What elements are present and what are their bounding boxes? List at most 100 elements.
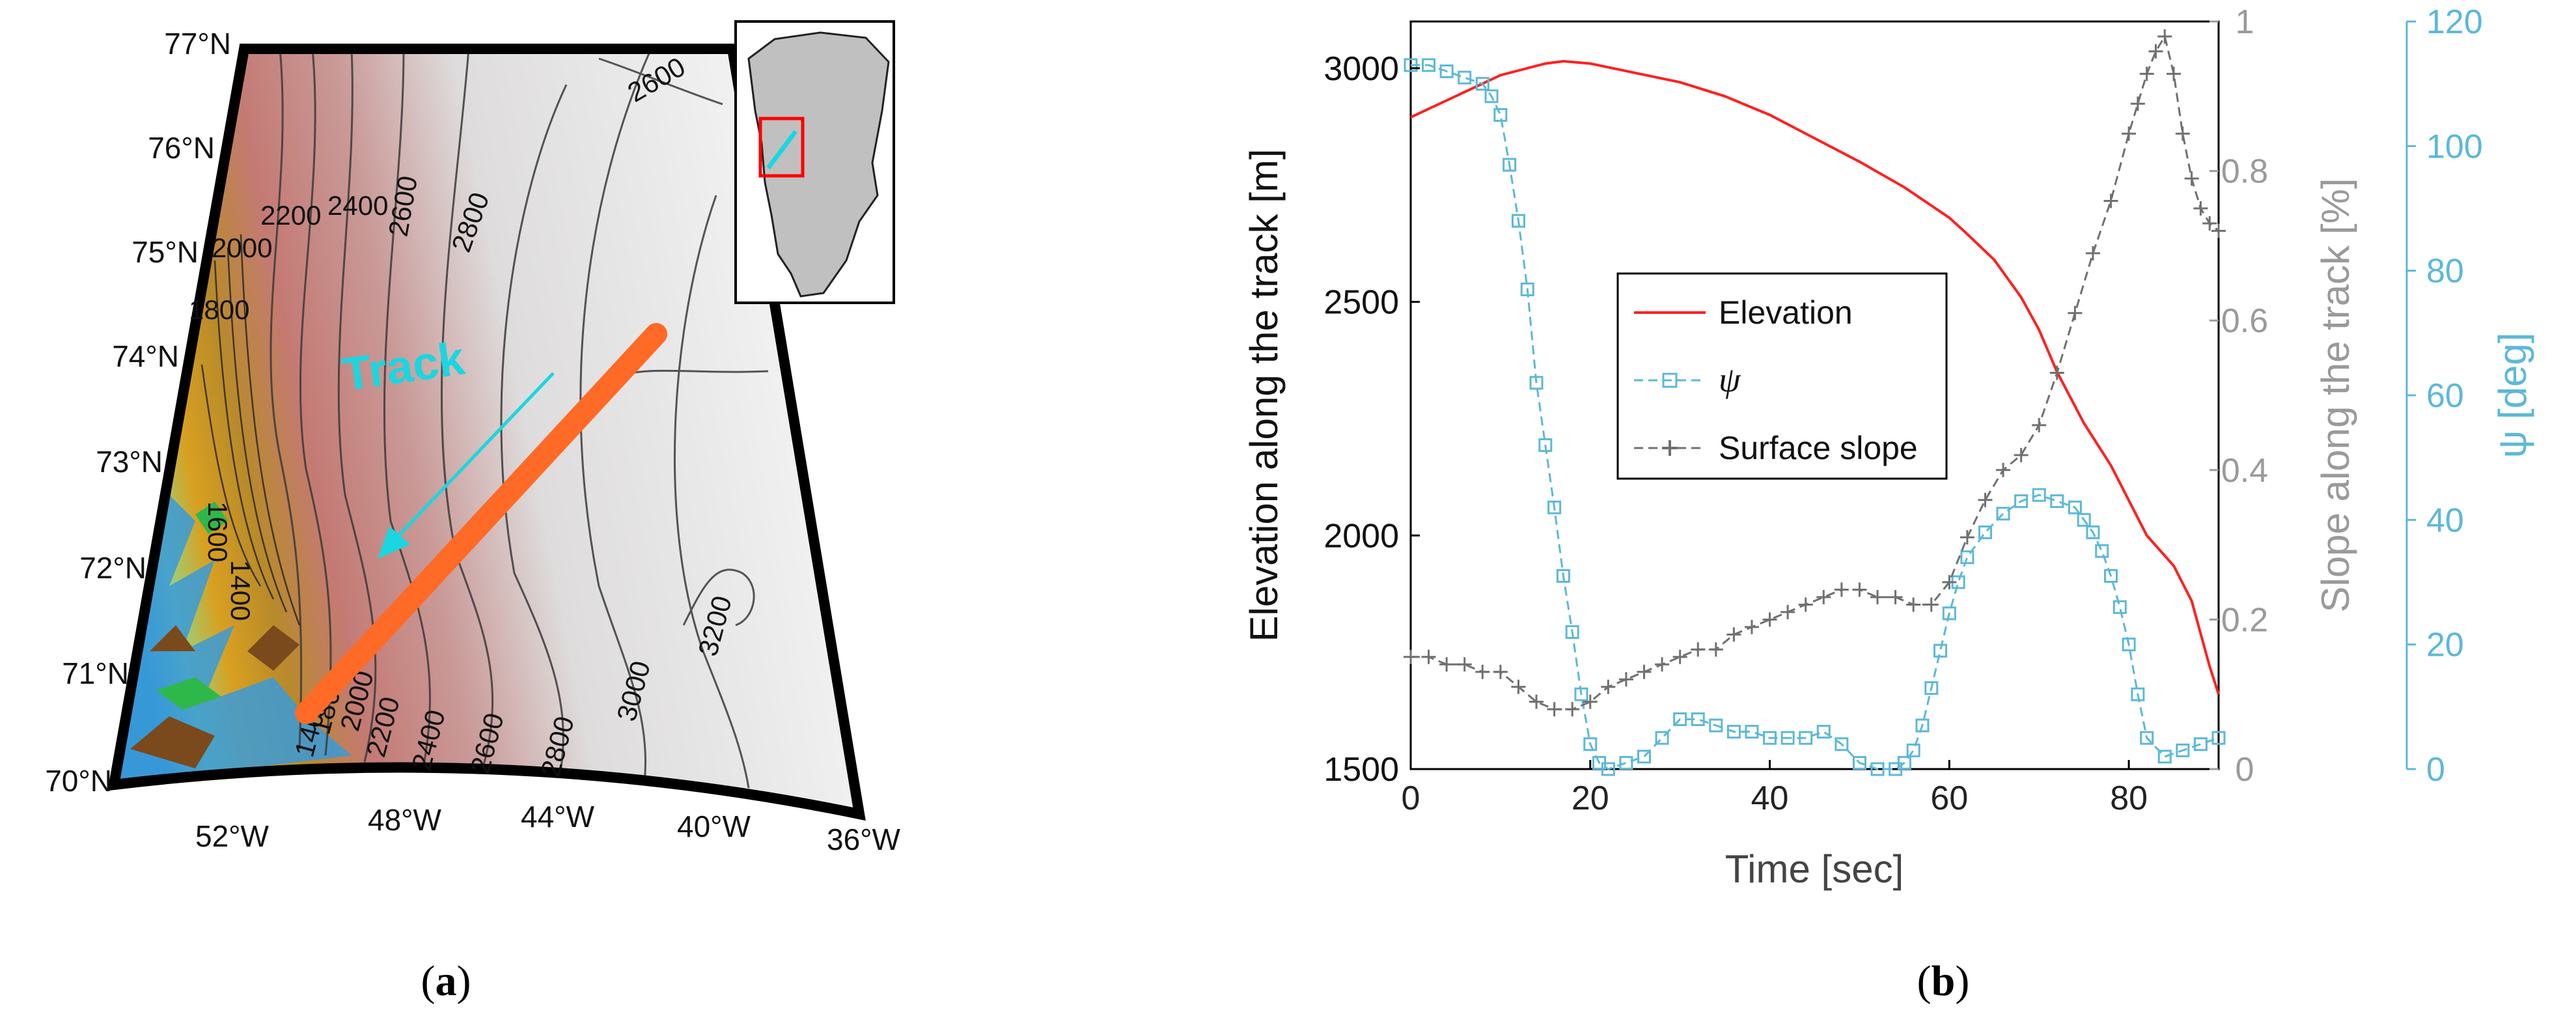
slope-point xyxy=(1672,649,1687,664)
flight-track-line xyxy=(295,323,667,724)
y-right2-tick-label: 100 xyxy=(2426,128,2483,165)
psi-point xyxy=(1915,718,1930,733)
slope-point xyxy=(1493,664,1508,679)
psi-point xyxy=(1404,58,1418,72)
map-frame xyxy=(107,44,866,821)
psi-point xyxy=(1547,500,1562,514)
y-right1-tick-label: 0.4 xyxy=(2221,452,2268,490)
psi-point xyxy=(1538,438,1553,453)
slope-point xyxy=(2193,201,2208,216)
psi-point xyxy=(1601,762,1615,776)
inset-track xyxy=(766,130,797,170)
slope-point xyxy=(2014,447,2029,462)
y-left-tick-label: 3000 xyxy=(1323,50,1399,88)
psi-point xyxy=(1835,737,1849,751)
lat-label: 70°N xyxy=(45,764,112,798)
psi-point xyxy=(2157,750,2172,764)
slope-point xyxy=(1457,657,1472,672)
lat-label: 75°N xyxy=(132,235,199,269)
lon-label: 40°W xyxy=(677,809,751,843)
series-line-1 xyxy=(1411,64,2219,770)
psi-point xyxy=(2014,494,2029,509)
psi-point xyxy=(2131,687,2145,701)
psi-point xyxy=(1565,625,1579,639)
psi-point xyxy=(2095,544,2109,558)
psi-point xyxy=(1924,681,1939,695)
psi-point xyxy=(1870,762,1885,776)
x-tick-label: 0 xyxy=(1402,779,1420,817)
slope-point xyxy=(2175,126,2190,141)
contour-label: 1400 xyxy=(225,560,256,621)
slope-point xyxy=(1942,575,1957,589)
y-axis-right2-title: ψ [deg] xyxy=(2491,333,2534,458)
coastal-fjords xyxy=(114,495,352,785)
slope-point xyxy=(2130,96,2145,111)
y-right2-tick-label: 60 xyxy=(2426,377,2464,415)
lat-label: 74°N xyxy=(112,339,179,373)
contour-label: 2200 xyxy=(260,200,321,231)
psi-point xyxy=(1978,525,1992,539)
slope-point xyxy=(2184,171,2199,186)
greenland-silhouette xyxy=(747,31,890,298)
coastal-green xyxy=(156,501,228,710)
psi-point xyxy=(1709,718,1723,733)
psi-point xyxy=(1484,89,1499,104)
psi-point xyxy=(2077,512,2091,527)
psi-point xyxy=(1960,550,1974,565)
y-right1-tick-label: 0 xyxy=(2236,751,2254,789)
slope-point xyxy=(2167,66,2181,81)
lat-label: 76°N xyxy=(148,131,215,165)
slope-point xyxy=(1852,582,1867,597)
slope-point xyxy=(2139,66,2154,81)
psi-point xyxy=(1422,58,1436,72)
psi-point xyxy=(2122,638,2136,652)
psi-point xyxy=(1897,755,1911,770)
psi-point xyxy=(1655,731,1669,745)
y-right2-tick-label: 0 xyxy=(2426,751,2445,789)
track-arrow-head-icon xyxy=(378,526,410,559)
slope-point xyxy=(1780,604,1795,619)
slope-point xyxy=(1798,597,1813,612)
slope-point xyxy=(1906,597,1921,612)
legend-psi-label: ψ xyxy=(1719,360,1741,399)
slope-point xyxy=(2122,126,2137,141)
psi-point xyxy=(1996,507,2010,521)
y-right2-tick-label: 40 xyxy=(2426,501,2464,539)
psi-point xyxy=(1691,712,1705,726)
psi-point xyxy=(2050,494,2064,509)
latitude-labels: 77°N 76°N 75°N 74°N 73°N 72°N 71°N 70°N xyxy=(45,27,231,798)
slope-point xyxy=(1708,642,1723,657)
y-left-tick-label: 2500 xyxy=(1323,284,1399,322)
psi-point xyxy=(2068,500,2082,514)
psi-point xyxy=(1816,725,1831,739)
psi-point xyxy=(1619,755,1633,770)
psi-point xyxy=(1942,606,1956,621)
psi-point xyxy=(1637,750,1652,764)
psi-point xyxy=(1529,376,1544,390)
psi-point xyxy=(2032,488,2046,502)
slope-point xyxy=(1960,530,1974,545)
lat-label: 71°N xyxy=(62,656,129,690)
slope-point xyxy=(1691,642,1706,657)
slope-point xyxy=(1726,627,1741,642)
slope-point xyxy=(1870,589,1885,604)
psi-point xyxy=(1511,214,1525,228)
legend-psi-marker xyxy=(1662,372,1678,388)
slope-point xyxy=(2202,216,2217,231)
psi-point xyxy=(1763,731,1777,745)
slope-point xyxy=(1744,619,1759,634)
slope-point xyxy=(2049,365,2064,380)
y-right1-tick-label: 0.8 xyxy=(2221,153,2268,191)
psi-point xyxy=(1439,64,1454,79)
psi-point xyxy=(1574,687,1588,701)
lon-label: 52°W xyxy=(195,819,270,853)
x-tick-label: 20 xyxy=(1572,779,1609,817)
y-right2-tick-label: 80 xyxy=(2426,253,2464,290)
lat-label: 73°N xyxy=(96,445,163,479)
slope-point xyxy=(1547,702,1562,717)
series-layer xyxy=(1404,29,2226,776)
psi-point xyxy=(1906,743,1920,757)
slope-point xyxy=(1511,679,1526,694)
inset-map xyxy=(734,20,895,304)
